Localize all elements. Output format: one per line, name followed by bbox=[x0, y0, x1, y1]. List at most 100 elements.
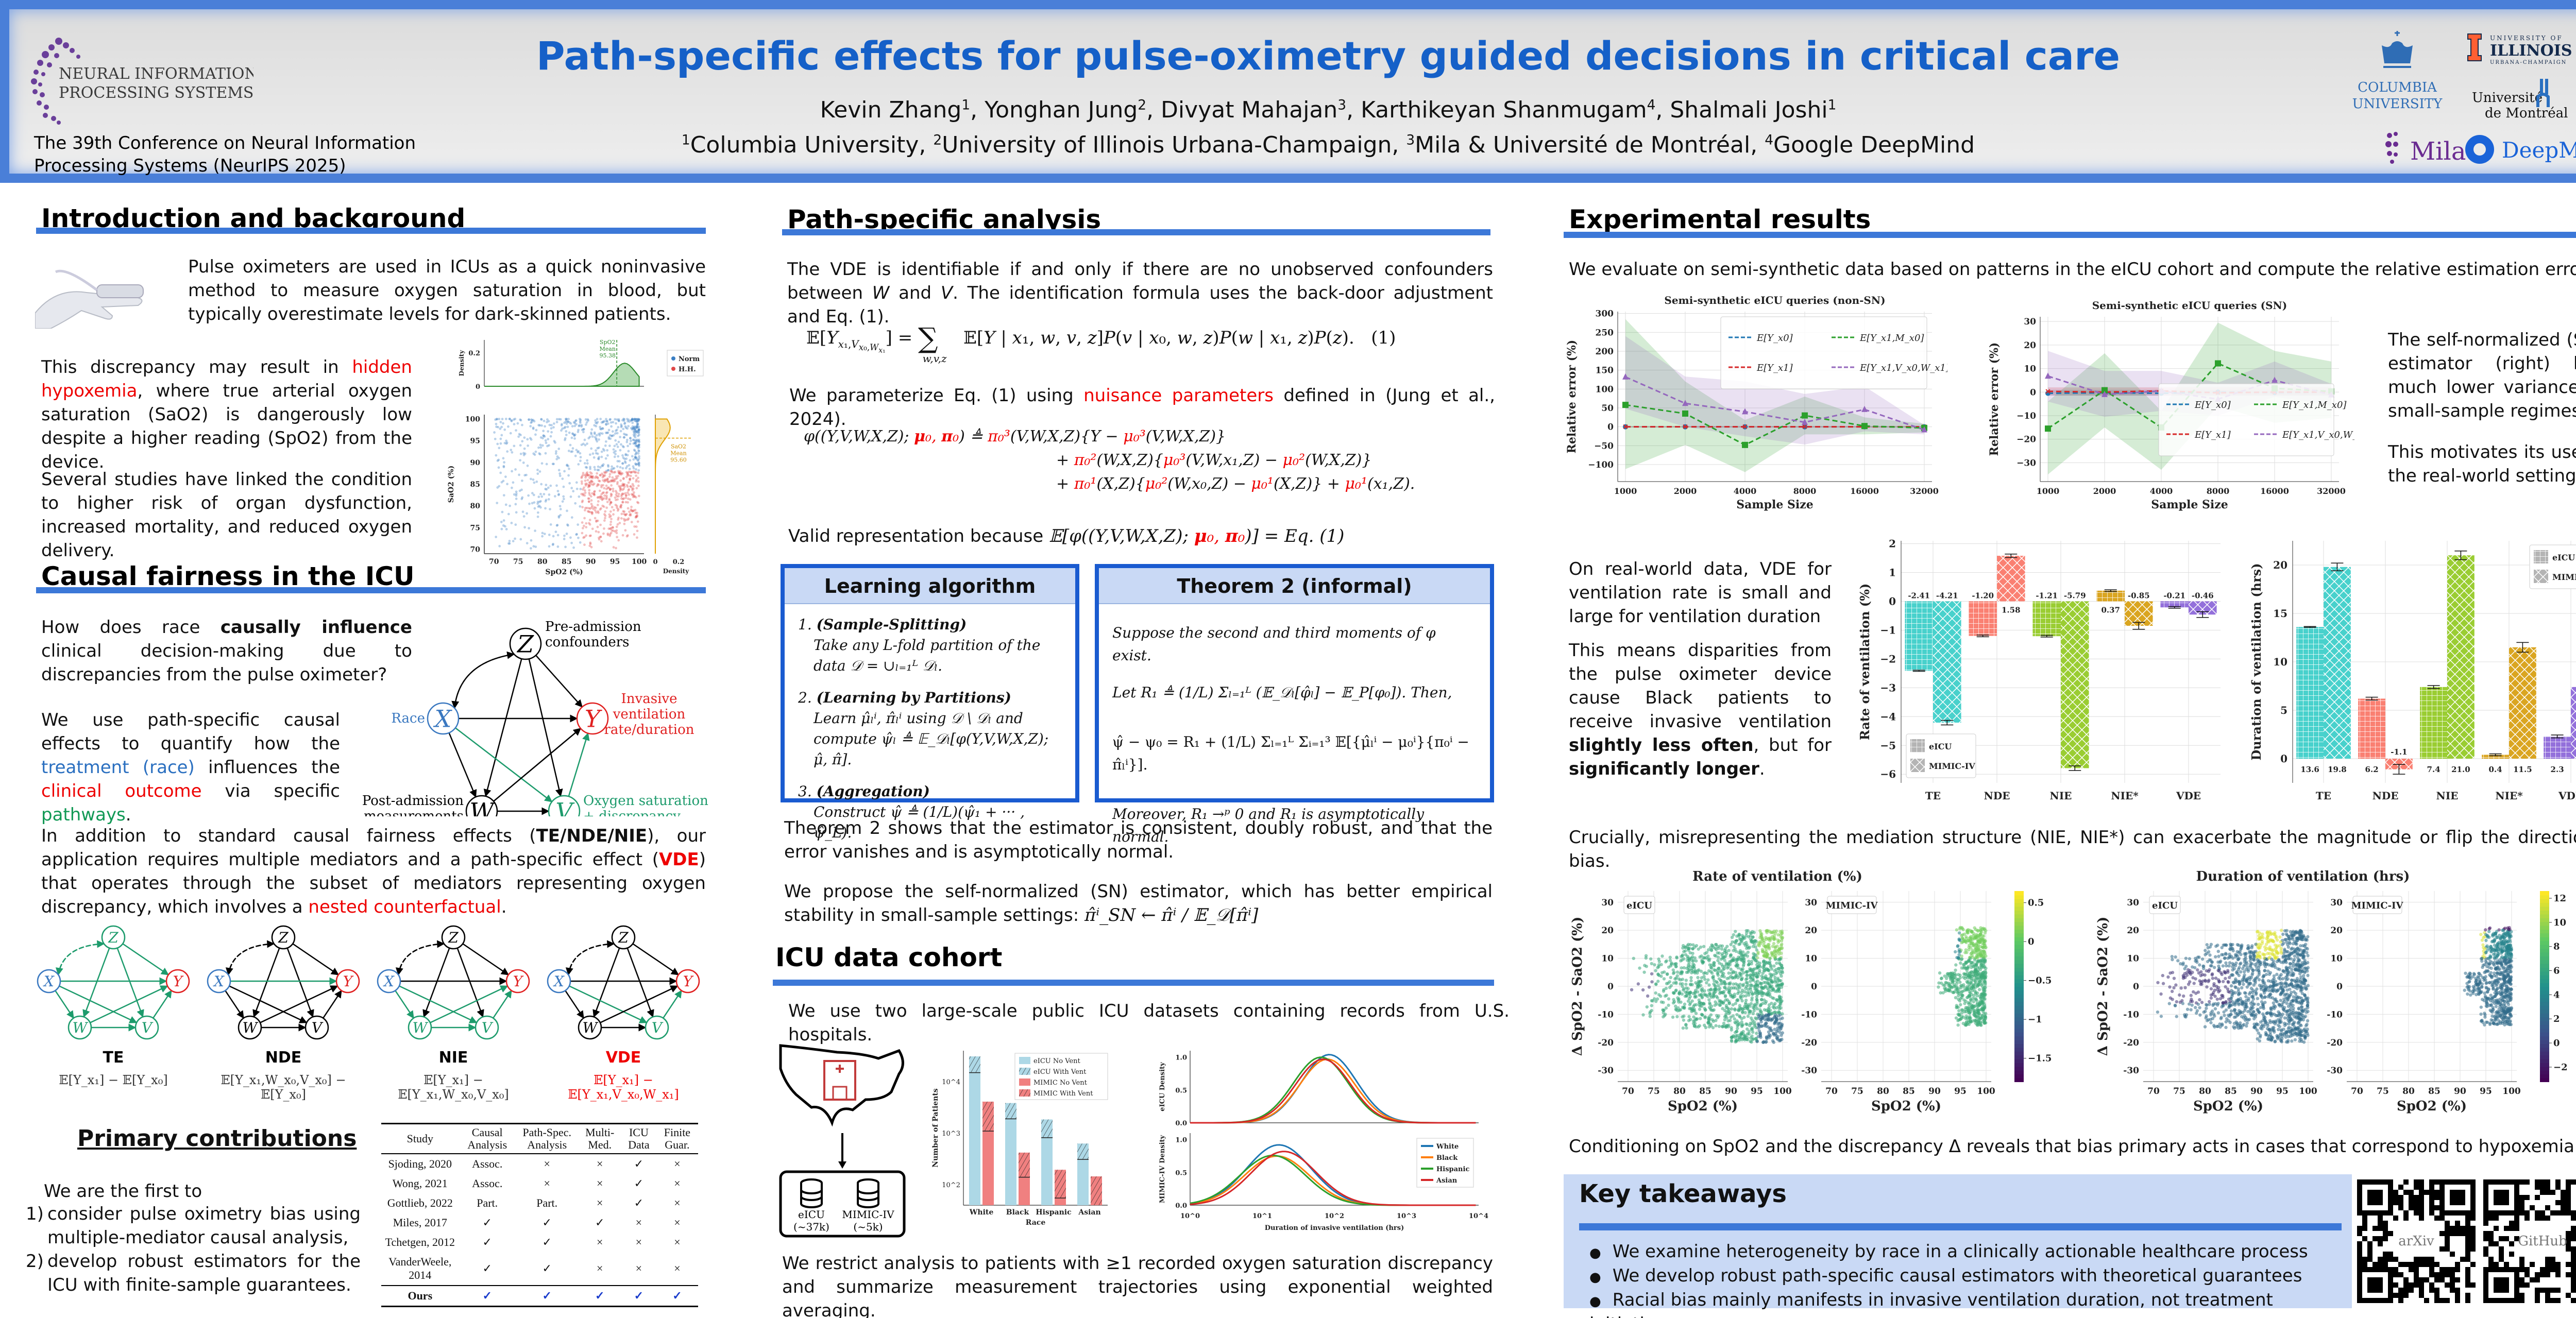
scatter-point bbox=[1740, 939, 1743, 943]
scatter-point bbox=[1713, 961, 1716, 965]
scatter-point bbox=[2171, 957, 2174, 962]
scatter-point bbox=[1958, 999, 1962, 1003]
scatter-point bbox=[1744, 981, 1748, 985]
scatter-point-norm bbox=[530, 477, 532, 481]
scatter-point-norm bbox=[585, 466, 588, 469]
scatter-point bbox=[1943, 974, 1946, 978]
dag-node-label-x: X bbox=[383, 973, 395, 990]
scatter-point-hh bbox=[587, 522, 590, 525]
scatter-point-norm bbox=[633, 426, 636, 429]
scatter-point bbox=[1751, 935, 1755, 939]
scatter-point bbox=[1730, 1039, 1734, 1043]
scatter-point bbox=[1937, 981, 1941, 985]
scatter-point bbox=[2178, 1000, 2182, 1004]
scatter-point-hh bbox=[598, 538, 601, 541]
scatter-point bbox=[1683, 1002, 1687, 1006]
scatter-point-hh bbox=[631, 493, 634, 497]
scatter-point-hh bbox=[631, 510, 634, 512]
scatter-point-norm bbox=[540, 495, 544, 498]
right-marginal-label: Density bbox=[663, 568, 690, 575]
dag-node-label-v: V bbox=[482, 1019, 494, 1036]
scatter-point-hh bbox=[606, 478, 609, 481]
scatter-point bbox=[1738, 1015, 1742, 1019]
scatter-point-norm bbox=[570, 516, 573, 519]
scatter-point bbox=[1684, 986, 1688, 990]
columbia-logo: COLUMBIA UNIVERSITY bbox=[2352, 31, 2443, 112]
scatter-point-hh bbox=[623, 510, 626, 513]
scatter-point-norm bbox=[516, 422, 519, 425]
dag-edge-v-y bbox=[568, 732, 590, 797]
right-marginal-tick: 0.2 bbox=[673, 558, 685, 566]
scatter-point-hh bbox=[615, 491, 618, 494]
scatter-point-hh bbox=[636, 501, 639, 504]
scatter-point-norm bbox=[630, 419, 633, 422]
colorbar-segment bbox=[2014, 986, 2024, 991]
relative-error-sn-chart: Semi-synthetic eICU queries (SN)−30−20−1… bbox=[1988, 299, 2354, 511]
scatter-point bbox=[1667, 965, 1671, 969]
scatter-point-norm bbox=[601, 432, 604, 435]
scatter-point bbox=[1761, 1001, 1765, 1005]
scatter-point-norm bbox=[558, 474, 562, 477]
scatter-point-norm bbox=[634, 436, 637, 439]
dag-node-label-y: Y bbox=[585, 705, 603, 733]
scatter-point bbox=[1770, 1001, 1773, 1005]
scatter-point-norm bbox=[543, 493, 546, 495]
scatter-point-norm bbox=[533, 453, 536, 456]
dag-edge-w-y bbox=[493, 728, 582, 802]
scatter-point-hh bbox=[586, 510, 589, 513]
x-axis-label: SpO2 (%) bbox=[1871, 1099, 1941, 1114]
scatter-point-norm bbox=[595, 424, 598, 427]
legend-label-hh: H.H. bbox=[679, 366, 696, 373]
scatter-point bbox=[1650, 980, 1654, 984]
bar-eicu-nde bbox=[1969, 601, 1997, 636]
scatter-point bbox=[1980, 927, 1985, 931]
scatter-point-norm bbox=[636, 438, 638, 441]
scatter-point-hh bbox=[616, 509, 619, 512]
scatter-point-norm bbox=[557, 456, 561, 459]
scatter-point bbox=[1960, 954, 1963, 958]
scatter-point bbox=[1758, 1031, 1762, 1035]
scatter-point bbox=[1947, 988, 1952, 991]
scatter-point bbox=[1693, 1022, 1697, 1025]
scatter-point bbox=[1708, 1001, 1711, 1005]
scatter-point-norm bbox=[537, 424, 540, 426]
scatter-point bbox=[1656, 966, 1659, 969]
scatter-point bbox=[2257, 969, 2261, 972]
conference-line2: Processing Systems (NeurIPS 2025) bbox=[34, 156, 346, 176]
scatter-point bbox=[1943, 988, 1947, 991]
scatter-point-hh bbox=[628, 513, 631, 517]
colorbar-segment bbox=[2014, 1032, 2024, 1037]
scatter-point bbox=[1971, 973, 1975, 977]
dag-edge-x-v bbox=[59, 985, 138, 1023]
algorithm-step: 3. (Aggregation) Construct ψ̂ ≜ (1/L)(ψ̂₁… bbox=[798, 781, 1062, 843]
scatter-point-hh bbox=[619, 505, 622, 508]
scatter-point bbox=[2245, 985, 2249, 989]
scatter-point bbox=[1749, 940, 1753, 944]
cohort-divider bbox=[773, 980, 1494, 986]
colorbar-tick-label: 0 bbox=[2028, 936, 2035, 947]
scatter-point-hh bbox=[596, 483, 599, 486]
colorbar-segment bbox=[2014, 936, 2024, 942]
scatter-point-norm bbox=[632, 430, 635, 433]
table-cell: ✓ bbox=[542, 1216, 552, 1229]
scatter-point-norm bbox=[536, 472, 539, 475]
scatter-point bbox=[1770, 954, 1774, 957]
bar-value-label: 19.8 bbox=[2328, 765, 2347, 774]
scatter-point-norm bbox=[535, 429, 538, 432]
scatter-point-hh bbox=[588, 489, 591, 492]
scatter-point bbox=[1965, 929, 1969, 932]
scatter-point bbox=[1722, 991, 1725, 995]
scatter-point bbox=[2189, 1008, 2193, 1012]
theorem-body: Suppose the second and third moments of … bbox=[1099, 604, 1490, 859]
scatter-point-hh bbox=[587, 484, 590, 487]
dag-confounder-edge bbox=[565, 943, 614, 976]
x-tick-label: 1000 bbox=[1614, 486, 1637, 496]
scatter-point bbox=[1967, 980, 1970, 983]
scatter-point bbox=[1749, 980, 1752, 983]
scatter-point bbox=[1745, 973, 1749, 977]
dag-node-y bbox=[576, 702, 609, 735]
scatter-point bbox=[1736, 957, 1740, 962]
y-tick-label: 200 bbox=[1596, 347, 1614, 357]
scatter-point-norm bbox=[579, 456, 582, 458]
scatter-point bbox=[1685, 1026, 1688, 1030]
